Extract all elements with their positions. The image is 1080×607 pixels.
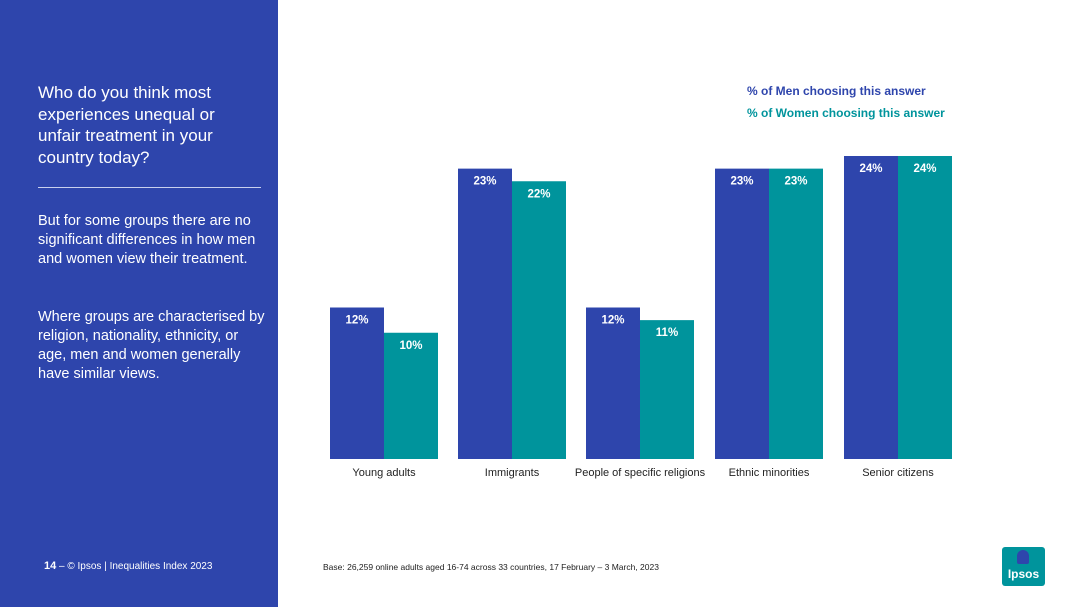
data-label-women-1: 22% — [527, 188, 550, 200]
bar-men-3 — [715, 168, 769, 459]
bar-women-0 — [384, 332, 438, 459]
bar-women-4 — [898, 156, 952, 459]
data-label-women-4: 24% — [913, 163, 936, 175]
page-number: 14 — [44, 560, 57, 572]
bar-women-1 — [512, 181, 566, 459]
data-label-men-3: 23% — [730, 176, 753, 188]
data-label-women-2: 11% — [656, 327, 678, 339]
data-label-men-4: 24% — [859, 163, 882, 175]
bar-men-4 — [844, 156, 898, 459]
data-label-women-3: 23% — [784, 176, 807, 188]
sidebar-panel: Who do you think most experiences unequa… — [0, 0, 278, 607]
bar-men-0 — [330, 307, 384, 459]
footer-text: © Ipsos | Inequalities Index 2023 — [67, 561, 213, 572]
question-text: Who do you think most experiences unequa… — [38, 83, 215, 167]
legend-men: % of Men choosing this answer — [747, 84, 926, 98]
category-label-4: Senior citizens — [862, 467, 934, 479]
footer: 14 – © Ipsos | Inequalities Index 2023 — [44, 560, 212, 572]
category-label-1: Immigrants — [485, 467, 540, 479]
logo-text: Ipsos — [1007, 567, 1040, 581]
bar-women-2 — [640, 320, 694, 459]
legend-women: % of Women choosing this answer — [747, 106, 945, 120]
divider — [38, 187, 261, 188]
ipsos-logo: Ipsos — [1002, 547, 1045, 586]
logo-mark-icon — [1017, 550, 1029, 564]
category-label-0: Young adults — [352, 467, 416, 479]
data-label-men-0: 12% — [345, 315, 368, 327]
category-label-2: People of specific religions — [575, 467, 706, 479]
base-note: Base: 26,259 online adults aged 16-74 ac… — [323, 562, 659, 572]
category-label-3: Ethnic minorities — [729, 467, 810, 479]
bar-women-3 — [769, 168, 823, 459]
note-text-1: But for some groups there are no signifi… — [38, 213, 256, 267]
bar-men-2 — [586, 307, 640, 459]
page-separator: – — [56, 561, 68, 572]
data-label-women-0: 10% — [399, 340, 422, 352]
data-label-men-1: 23% — [473, 176, 496, 188]
note-text-2: Where groups are characterised by religi… — [38, 309, 265, 382]
bar-men-1 — [458, 168, 512, 459]
data-label-men-2: 12% — [601, 315, 624, 327]
